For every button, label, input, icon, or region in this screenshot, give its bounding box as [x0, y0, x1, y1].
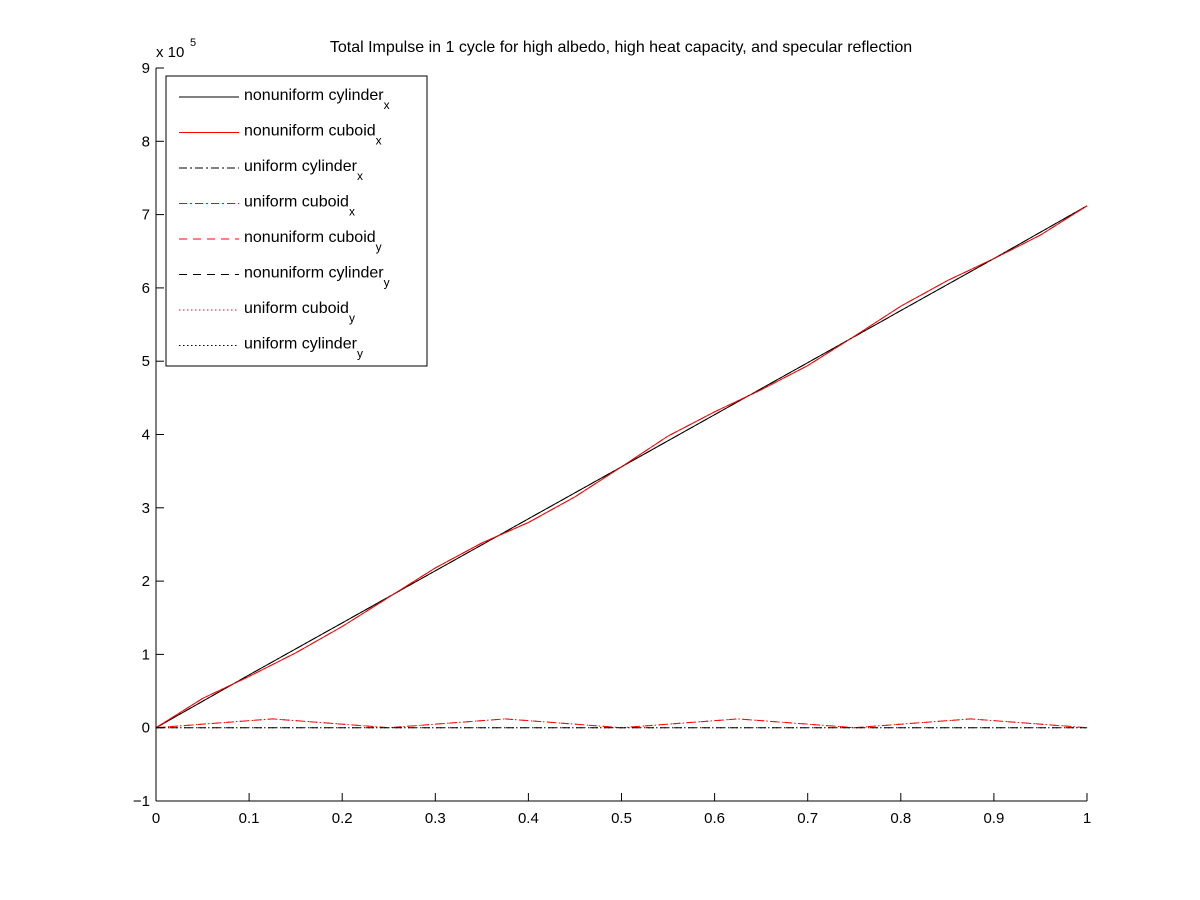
- x-tick-label: 0.1: [239, 810, 260, 827]
- series-layer: [155, 205, 1088, 729]
- y-tick-label: 1: [142, 646, 150, 663]
- x-tick-label: 0.9: [983, 810, 1004, 827]
- x-tick-label: 0.4: [518, 810, 539, 827]
- y-multiplier-label: x 10: [156, 44, 184, 61]
- y-tick-label: 5: [142, 353, 150, 370]
- y-multiplier-exponent: 5: [190, 37, 196, 49]
- x-tick-label: 1: [1083, 810, 1091, 827]
- series-line-3: [155, 205, 1088, 729]
- y-tick-label: 0: [142, 720, 150, 737]
- y-tick-label: 8: [142, 133, 150, 150]
- y-tick-label: −1: [133, 793, 150, 810]
- x-tick-label: 0.7: [797, 810, 818, 827]
- x-tick-label: 0.8: [890, 810, 911, 827]
- y-multiplier: x 10 5: [156, 37, 196, 61]
- legend-box: [165, 75, 428, 367]
- x-tick-label: 0: [152, 810, 160, 827]
- y-tick-label: 3: [142, 500, 150, 517]
- y-tick-label: 2: [142, 573, 150, 590]
- axes-layer: 0 0.1 0.2 0.3 0.4 0.5 0.6 0.7 0.8 0.9 1−1012345678…: [133, 60, 1091, 827]
- chart-title: Total Impulse in 1 cycle for high albedo…: [330, 39, 912, 56]
- x-tick-label: 0.6: [704, 810, 725, 827]
- y-tick-label: 9: [142, 60, 150, 77]
- x-tick-label: 0.2: [332, 810, 353, 827]
- x-tick-label: 0.5: [611, 810, 632, 827]
- y-tick-label: 7: [142, 207, 150, 224]
- y-tick-label: 6: [142, 280, 150, 297]
- x-tick-label: 0.3: [425, 810, 446, 827]
- y-tick-label: 4: [142, 427, 150, 444]
